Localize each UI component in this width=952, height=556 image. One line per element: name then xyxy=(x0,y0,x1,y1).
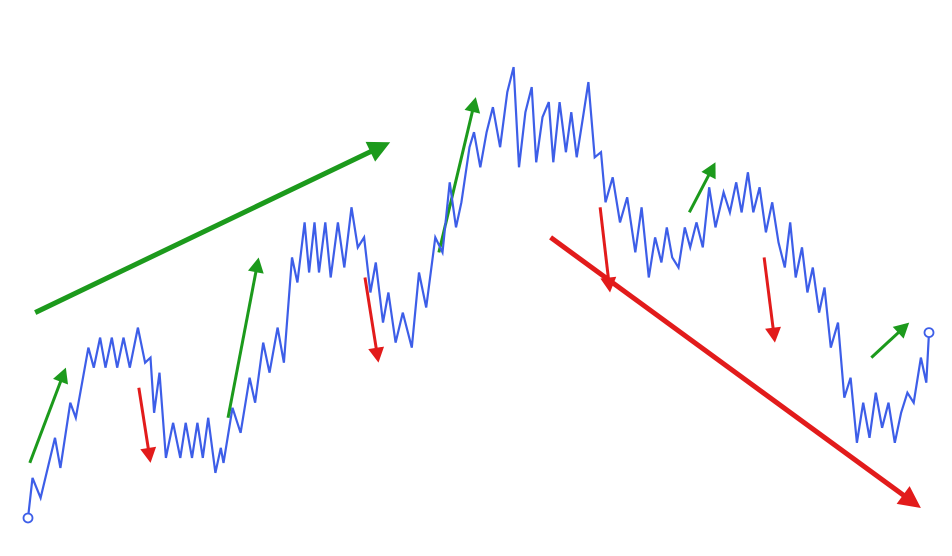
downtrend-arrow-9 xyxy=(762,257,781,343)
arrow-head xyxy=(368,346,385,363)
arrow-shaft xyxy=(363,277,378,351)
arrow-shaft xyxy=(34,148,374,315)
downtrend-arrow-8 xyxy=(549,235,921,508)
arrow-head xyxy=(365,141,391,162)
arrow-shaft xyxy=(762,257,775,330)
arrow-head xyxy=(896,486,921,508)
endpoint-markers xyxy=(22,327,935,524)
arrow-head xyxy=(140,446,157,463)
arrow-shaft xyxy=(688,173,711,214)
start-point-marker xyxy=(22,512,34,524)
arrow-head xyxy=(892,322,910,339)
uptrend-arrow-10 xyxy=(870,322,910,359)
arrow-shaft xyxy=(870,330,901,359)
uptrend-arrow-2 xyxy=(34,141,391,315)
trend-arrows xyxy=(28,97,921,508)
arrow-head xyxy=(464,97,481,114)
price-line-layer xyxy=(26,66,931,519)
arrow-shaft xyxy=(137,387,151,451)
uptrend-arrow-7 xyxy=(688,162,716,214)
arrow-head xyxy=(247,257,264,274)
arrow-shaft xyxy=(28,379,63,464)
arrow-head xyxy=(701,162,716,180)
arrow-shaft xyxy=(226,269,258,419)
price-line-series-0 xyxy=(26,66,931,519)
arrow-head xyxy=(53,367,69,385)
uptrend-arrow-3 xyxy=(226,257,264,419)
uptrend-arrow-0 xyxy=(28,367,69,464)
arrow-shaft xyxy=(549,235,907,499)
arrow-shaft xyxy=(598,207,611,280)
downtrend-arrow-1 xyxy=(137,387,157,463)
end-point-marker xyxy=(923,327,935,339)
arrow-head xyxy=(765,326,781,343)
downtrend-arrow-4 xyxy=(363,277,385,363)
